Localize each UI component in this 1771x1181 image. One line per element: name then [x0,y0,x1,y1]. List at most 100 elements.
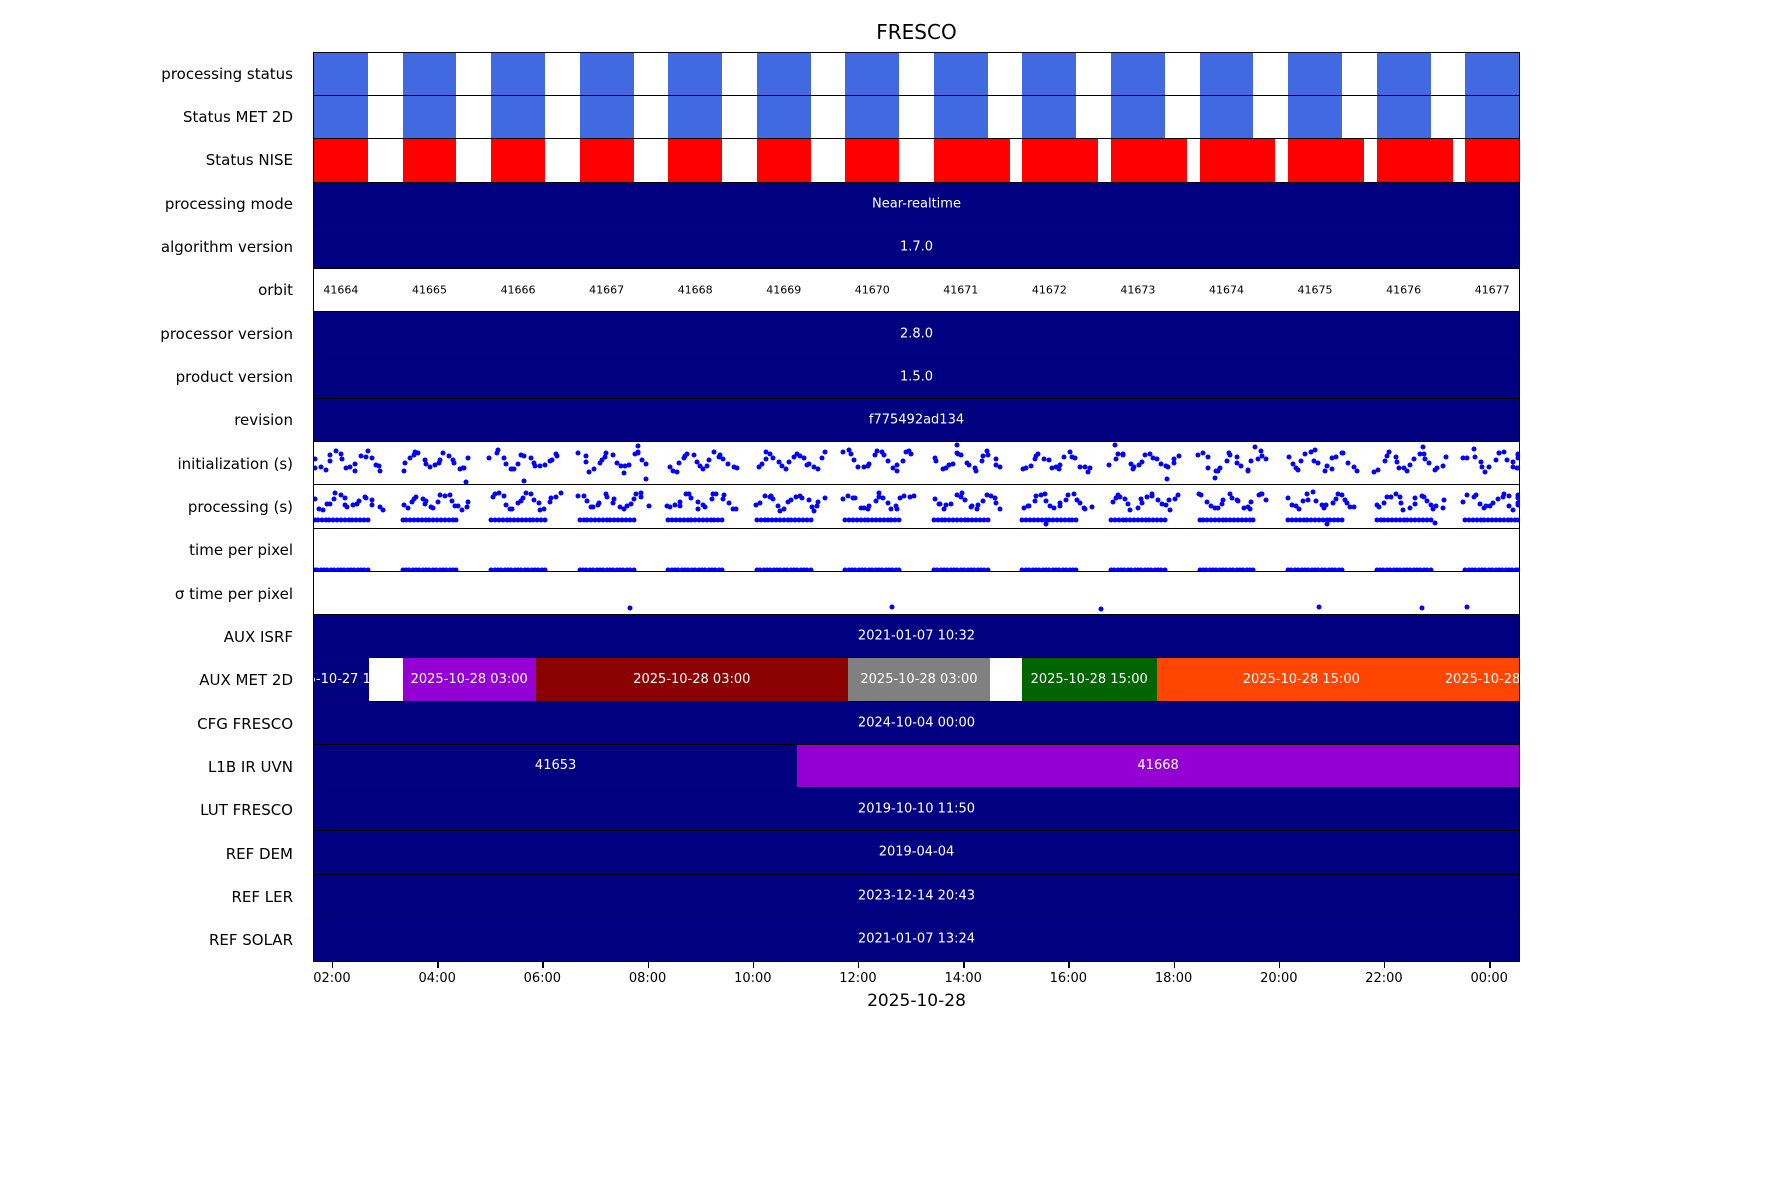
scatter-dot [1062,517,1068,523]
scatter-dot [330,517,336,523]
scatter-dot [373,462,379,468]
scatter-dot [596,517,602,523]
scatter-dot [1472,567,1478,571]
aux-met-2d-segment-label: 2025-10-28 15:00 [1030,671,1148,687]
scatter-dot [602,454,608,460]
scatter-dot [885,517,891,523]
scatter-dot [1310,489,1316,495]
scatter-dot [1132,567,1138,571]
status-met-2d-block [1110,96,1165,139]
scatter-dot [1215,468,1221,474]
scatter-dot [338,517,344,523]
scatter-dot [688,495,694,501]
scatter-dot [866,461,872,467]
scatter-dot [822,449,828,455]
scatter-dot [1050,567,1056,571]
scatter-dot [791,454,797,460]
aux-met-2d-segment: 2025-10-27 15:00 [314,658,369,701]
scatter-dot [1223,517,1229,523]
scatter-dot [1299,567,1305,571]
scatter-dot [677,503,683,509]
scatter-dot [757,567,763,571]
scatter-dot [809,504,815,510]
scatter-dot [879,567,885,571]
row-label-lut-fresco: LUT FRESCO [200,801,293,820]
scatter-dot [423,498,429,504]
scatter-dot [541,506,547,512]
scatter-dot [352,461,358,467]
scatter-dot [1131,464,1137,470]
scatter-dot [523,490,529,496]
scatter-dot [620,567,626,571]
scatter-dot [1329,567,1335,571]
scatter-dot [889,567,895,571]
scatter-dot [1131,517,1137,523]
scatter-dot [518,452,524,458]
scatter-dot [1504,457,1510,463]
scatter-dot [343,465,349,471]
x-tick-mark [1278,962,1281,968]
scatter-dot [607,517,613,523]
scatter-dot [405,505,411,511]
scatter-dot [639,457,645,463]
scatter-dot [1247,506,1253,512]
l1b-ir-uvn-segment: 41668 [797,744,1519,788]
scatter-dot [1085,469,1091,475]
scatter-dot [349,517,355,523]
scatter-dot [437,567,443,571]
scatter-dot [942,517,948,523]
scatter-dot [531,497,537,503]
scatter-dot [1166,497,1172,503]
row-sigma-time-per-pixel [314,572,1519,616]
scatter-dot [1302,451,1308,457]
scatter-dot [326,517,332,523]
scatter-dot [958,517,964,523]
scatter-dot [1515,567,1519,571]
scatter-dot [1204,517,1210,523]
scatter-dot [785,499,791,505]
scatter-dot [1499,567,1505,571]
scatter-dot [1476,567,1482,571]
scatter-dot [1072,455,1078,461]
scatter-dot [1120,451,1126,457]
scatter-dot [1032,456,1038,462]
scatter-dot [954,442,960,448]
scatter-dot [1495,496,1501,502]
scatter-dot [1487,503,1493,509]
x-tick-mark [437,962,439,968]
scatter-dot [1197,567,1203,571]
scatter-dot [1234,567,1240,571]
aux-met-2d-segment: 2025-10-28 [1446,658,1519,701]
scatter-dot [1320,517,1326,523]
scatter-dot [1324,463,1330,469]
scatter-dot [591,466,597,472]
scatter-dot [1217,567,1223,571]
scatter-dot [1323,502,1329,508]
scatter-dot [804,517,810,523]
scatter-dot [794,451,800,457]
status-nise-block [1376,139,1453,182]
scatter-dot [979,458,985,464]
scatter-dot [1397,494,1403,500]
aux-met-2d-segment-label: 2025-10-28 15:00 [1242,671,1360,687]
scatter-dot [1496,450,1502,456]
scatter-dot [1401,517,1407,523]
scatter-dot [1398,500,1404,506]
row-label-processing-s: processing (s) [187,498,293,516]
x-tick-label: 00:00 [1470,971,1508,986]
scatter-dot [1333,496,1339,502]
row-ref-dem: 2019-04-04 [314,831,1519,875]
scatter-dot [783,466,788,472]
scatter-dot [1057,503,1063,509]
status-met-2d-block [668,96,723,139]
scatter-dot [1496,567,1502,571]
scatter-dot [1204,499,1210,505]
row-label-processor-version: processor version [160,324,293,343]
scatter-dot [1066,517,1072,523]
scatter-dot [1255,456,1261,462]
scatter-dot [1213,567,1219,571]
scatter-dot [361,567,367,571]
scatter-dot [1259,491,1265,497]
scatter-dot [334,517,340,523]
scatter-dot [518,567,524,571]
